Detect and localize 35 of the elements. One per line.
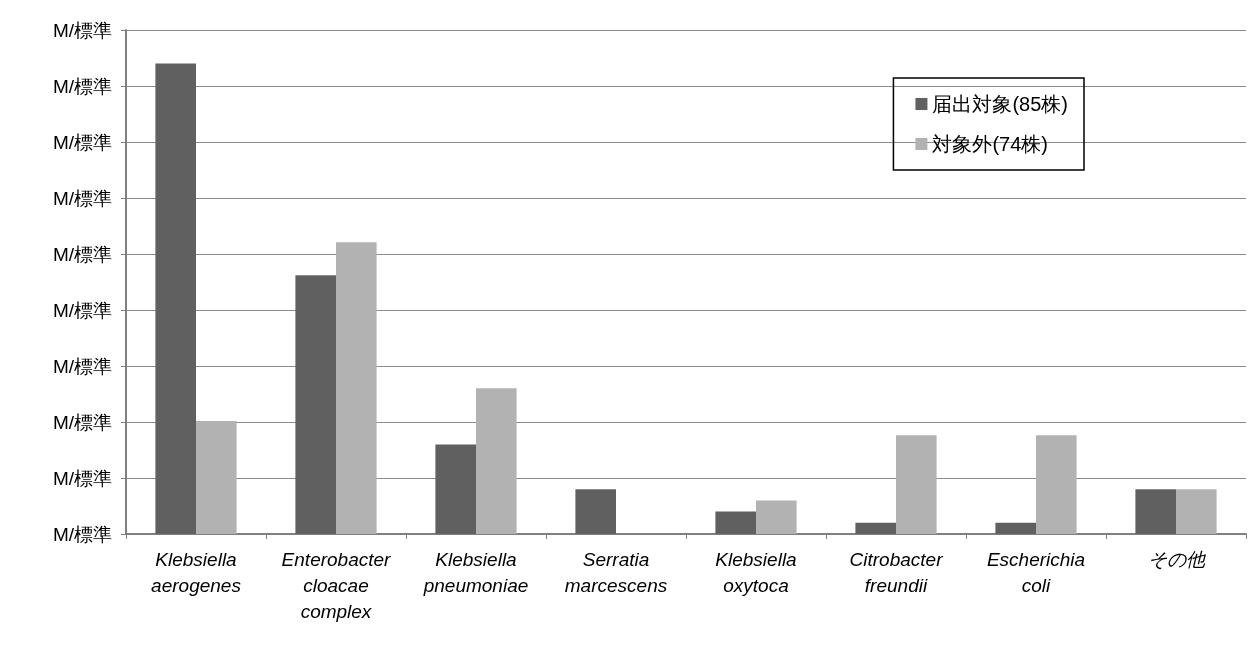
text: M/標準	[52, 187, 112, 209]
legend-label: 届出対象(85株)	[932, 93, 1069, 115]
text: M/標準	[52, 243, 112, 265]
bar	[295, 275, 336, 534]
bar	[1036, 435, 1077, 534]
bar	[756, 500, 797, 534]
text: M/標準	[52, 523, 112, 545]
bar	[336, 242, 377, 534]
x-tick-label: Citrobacter freundii	[849, 548, 944, 596]
x-tick-label: Klebsiella aerogenes	[151, 548, 242, 596]
bar	[435, 444, 476, 534]
bar	[575, 489, 616, 534]
x-tick-label: Klebsiella pneumoniae	[422, 548, 529, 596]
text: M/標準	[52, 75, 112, 97]
bar	[995, 522, 1036, 534]
x-tick-label: その他	[1147, 548, 1207, 570]
x-tick-label: Escherichia coli	[986, 548, 1086, 596]
text: M/標準	[52, 411, 112, 433]
bar	[896, 435, 937, 534]
bar	[196, 421, 237, 534]
bar	[155, 63, 196, 534]
bar	[855, 522, 896, 534]
bar	[476, 388, 517, 534]
text: M/標準	[52, 131, 112, 153]
bar	[715, 511, 756, 534]
text: M/標準	[52, 355, 112, 377]
text: M/標準	[52, 19, 112, 41]
x-tick-label: Klebsiella oxytoca	[715, 548, 797, 596]
text: M/標準	[52, 467, 112, 489]
legend-label: 対象外(74株)	[932, 133, 1049, 155]
bar	[1135, 489, 1176, 534]
x-tick-label: Enterobacter cloacae complex	[281, 548, 392, 622]
x-tick-label: Serratia marcescens	[564, 548, 668, 596]
bar	[1176, 489, 1217, 534]
text: M/標準	[52, 299, 112, 321]
